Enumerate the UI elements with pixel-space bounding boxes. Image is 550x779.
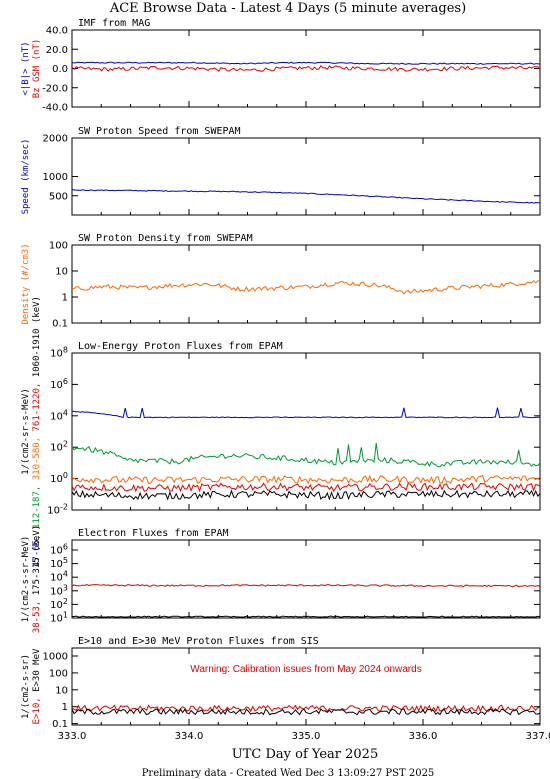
y-axis-label: Speed (km/sec) — [21, 139, 31, 215]
panel-title: IMF from MAG — [78, 18, 150, 29]
y-tick-label: 101 — [50, 611, 68, 625]
y-label-part: 310-580, — [32, 431, 42, 480]
y-axis-label: 1/(cm2-s-sr-MeV)38-53, 175-315 (keV) — [21, 525, 42, 633]
y-tick-label: -20.0 — [42, 83, 68, 94]
series-line-38-53 — [71, 584, 541, 588]
x-tick-label: 334.0 — [175, 731, 204, 742]
y-tick-label: 40.0 — [46, 26, 68, 37]
y-tick-label: 0.0 — [52, 64, 68, 75]
y-tick-label: 500 — [49, 191, 68, 202]
y-label-part: Density (#/cm3) — [21, 243, 31, 324]
y-axis-label: <|B|> (nT)Bz GSM (nT) — [21, 39, 42, 99]
y-tick-label: 100 — [49, 668, 68, 679]
y-axis-label: 1/(cm2-sr-s-MeV) 47-65, 112-187, 310-580,… — [21, 296, 42, 567]
y-tick-label: 10-2 — [47, 503, 68, 517]
y-tick-label: 0.1 — [52, 319, 68, 330]
series-line-175-315 — [72, 615, 541, 618]
panel-title: Low-Energy Proton Fluxes from EPAM — [78, 341, 283, 352]
y-tick-label: 1000 — [43, 172, 68, 183]
panel-6: E>10 and E>30 MeV Proton Fluxes from SIS… — [21, 636, 550, 742]
series-line-bz-gsm — [71, 64, 541, 72]
y-label-part: E>30 MeV — [32, 648, 42, 692]
series-line--b- — [71, 61, 541, 65]
y-label-part: 38-53, — [32, 595, 42, 633]
x-axis-label: UTC Day of Year 2025 — [232, 747, 378, 762]
x-tick-label: 336.0 — [409, 731, 438, 742]
x-tick-label: 333.0 — [58, 731, 87, 742]
y-tick-label: 106 — [50, 377, 68, 391]
y-label-part: 761-1220, — [32, 377, 42, 431]
y-tick-label: 2000 — [43, 134, 68, 145]
y-tick-label: 1000 — [43, 652, 68, 663]
y-tick-label: 0.1 — [52, 719, 68, 730]
series-line-310-580 — [71, 474, 541, 485]
series-line-speed — [71, 189, 541, 204]
y-tick-label: 1 — [62, 702, 68, 713]
series-line-47-65 — [71, 407, 540, 419]
y-label-part: 1/(cm2-sr-s-MeV) — [21, 388, 31, 475]
x-tick-label: 337.0 — [526, 731, 550, 742]
y-tick-label: 104 — [50, 570, 68, 584]
y-label-part: 1/(cm2-s-sr) — [21, 654, 31, 719]
panel-title: E>10 and E>30 MeV Proton Fluxes from SIS — [78, 636, 319, 647]
y-label-part: 175-315 (keV) — [32, 525, 42, 595]
y-tick-label: 10 — [55, 685, 68, 696]
y-label-part: 47-65, — [32, 529, 42, 567]
y-tick-label: 102 — [50, 440, 68, 454]
y-tick-label: -40.0 — [42, 103, 68, 114]
y-tick-label: 10 — [55, 267, 68, 278]
plot-frame — [71, 244, 541, 324]
y-tick-label: 103 — [50, 583, 68, 597]
y-tick-label: 108 — [50, 346, 68, 360]
panel-title: SW Proton Density from SWEPAM — [78, 233, 253, 244]
y-tick-label: 100 — [49, 241, 68, 252]
y-label-part: <|B|> (nT) — [21, 41, 31, 95]
y-tick-label: 104 — [50, 408, 68, 422]
y-label-part: Speed (km/sec) — [21, 139, 31, 215]
y-tick-label: 100 — [50, 471, 68, 485]
plot-frame — [71, 647, 541, 726]
panel-5: Electron Fluxes from EPAM 106105104103102… — [21, 525, 541, 633]
y-tick-label: 102 — [50, 597, 68, 611]
series-line-112-187 — [71, 442, 541, 468]
series-line-density — [71, 280, 541, 295]
panel-title: Electron Fluxes from EPAM — [78, 528, 229, 539]
y-tick-label: 1 — [62, 293, 68, 304]
y-tick-label: 20.0 — [46, 45, 68, 56]
series-line-e-10 — [71, 704, 541, 713]
series-line-761-1220 — [71, 482, 541, 493]
y-tick-label: 105 — [50, 556, 68, 570]
footer-note: Preliminary data - Created Wed Dec 3 13:… — [142, 768, 435, 779]
y-label-part: 1/(cm2-s-sr-MeV) — [21, 536, 31, 623]
x-tick-label: 335.0 — [292, 731, 321, 742]
plot-frame — [71, 539, 541, 619]
y-tick-label: 106 — [50, 543, 68, 557]
panel-4: Low-Energy Proton Fluxes from EPAM 108 106… — [21, 296, 541, 567]
series-line-e-30 — [71, 708, 541, 716]
panel-title: SW Proton Speed from SWEPAM — [78, 126, 241, 137]
warning-annotation: Warning: Calibration issues from May 202… — [190, 664, 421, 675]
plot-frame — [71, 137, 541, 216]
y-label-part: 112-187, — [32, 480, 42, 529]
y-label-part: 1060-1910 (keV) — [32, 296, 42, 377]
y-axis-label: 1/(cm2-s-sr)E>10, E>30 MeV — [21, 648, 42, 724]
y-label-part: Bz GSM (nT) — [32, 39, 42, 99]
series-line-1060-1910 — [71, 489, 541, 501]
panel-2: SW Proton Speed from SWEPAM 2000 1000 500 Sp… — [21, 126, 541, 216]
panel-3: SW Proton Density from SWEPAM 100 10 1 0.1 De… — [21, 233, 541, 330]
page-title: ACE Browse Data - Latest 4 Days (5 minut… — [109, 1, 466, 16]
y-label-part: E>10, — [32, 692, 42, 725]
y-axis-label: Density (#/cm3) — [21, 243, 31, 324]
